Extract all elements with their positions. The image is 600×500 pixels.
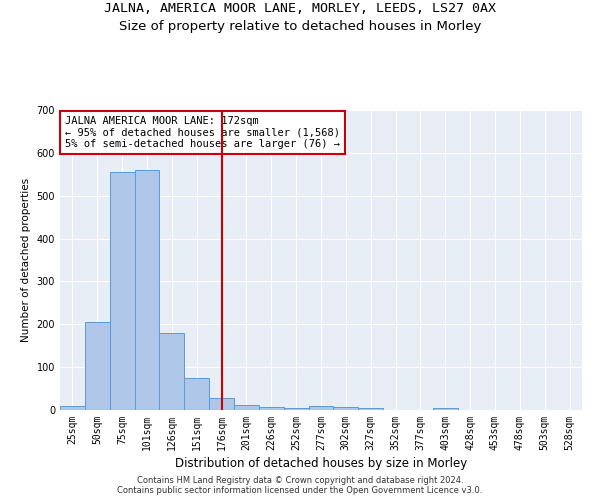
Bar [209, 398, 234, 410]
Bar [184, 378, 209, 410]
Bar [259, 406, 284, 410]
Bar [433, 408, 458, 410]
Text: Contains HM Land Registry data © Crown copyright and database right 2024.: Contains HM Land Registry data © Crown c… [137, 476, 463, 485]
Text: Distribution of detached houses by size in Morley: Distribution of detached houses by size … [175, 458, 467, 470]
Text: JALNA AMERICA MOOR LANE: 172sqm
← 95% of detached houses are smaller (1,568)
5% : JALNA AMERICA MOOR LANE: 172sqm ← 95% of… [65, 116, 340, 149]
Bar [334, 407, 358, 410]
Text: JALNA, AMERICA MOOR LANE, MORLEY, LEEDS, LS27 0AX: JALNA, AMERICA MOOR LANE, MORLEY, LEEDS,… [104, 2, 496, 16]
Bar [358, 408, 383, 410]
Bar [234, 405, 259, 410]
Text: Size of property relative to detached houses in Morley: Size of property relative to detached ho… [119, 20, 481, 33]
Text: Contains public sector information licensed under the Open Government Licence v3: Contains public sector information licen… [118, 486, 482, 495]
Bar [160, 333, 184, 410]
Y-axis label: Number of detached properties: Number of detached properties [21, 178, 31, 342]
Bar [134, 170, 160, 410]
Bar [60, 406, 85, 410]
Bar [110, 172, 134, 410]
Bar [284, 408, 308, 410]
Bar [85, 322, 110, 410]
Bar [308, 406, 334, 410]
